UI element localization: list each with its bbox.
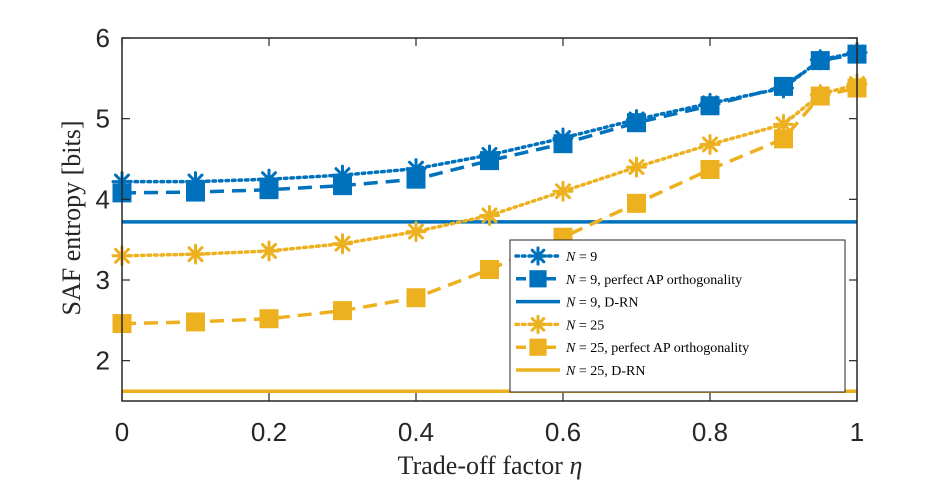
- legend-marker: [529, 338, 547, 356]
- legend-entry: N = 9, D-RN: [516, 296, 638, 311]
- data-point: [259, 309, 279, 329]
- series-line: [121, 52, 858, 195]
- y-tick-label: 5: [96, 104, 110, 134]
- x-axis-label-symbol: η: [569, 451, 582, 480]
- legend-box: [509, 239, 846, 393]
- legend-entry: N = 25, D-RN: [516, 364, 645, 379]
- legend-marker: [528, 314, 548, 334]
- data-point: [480, 151, 499, 171]
- data-point: [332, 233, 353, 255]
- data-point: [699, 133, 721, 155]
- x-tick-label: 0.8: [692, 417, 728, 447]
- data-point: [626, 156, 647, 178]
- x-axis-label-main: Trade-off factor: [398, 451, 570, 480]
- legend-label: N = 9, perfect AP orthogonality: [565, 273, 742, 288]
- data-point: [259, 180, 279, 200]
- data-point: [480, 260, 499, 280]
- x-axis-label: Trade-off factor η: [398, 451, 583, 480]
- legend-label-text: = 25, perfect AP orthogonality: [575, 341, 749, 356]
- legend-entry: N = 25: [514, 314, 604, 334]
- legend-label-text: = 9, perfect AP orthogonality: [575, 273, 742, 288]
- data-point-stroke: [775, 116, 792, 133]
- data-point: [627, 113, 646, 133]
- data-point-stroke: [628, 159, 645, 176]
- series-1: [112, 44, 867, 203]
- data-point: [774, 129, 793, 149]
- legend-label-symbol: N: [565, 364, 576, 379]
- legend-label-text: = 9: [575, 250, 597, 265]
- data-point: [333, 176, 352, 196]
- data-point: [553, 134, 573, 154]
- y-axis-label: SAF entropy [bits]: [57, 121, 86, 316]
- data-point: [405, 221, 427, 243]
- data-point: [479, 204, 500, 226]
- legend-marker-stroke: [530, 317, 546, 332]
- data-point: [406, 288, 426, 308]
- data-point: [774, 76, 793, 96]
- legend-label-text: = 25: [575, 318, 604, 333]
- y-tick-label: 4: [96, 184, 110, 214]
- data-point-stroke: [702, 136, 718, 153]
- x-tick-label: 0.6: [545, 417, 581, 447]
- data-point: [186, 182, 205, 202]
- data-point-stroke: [334, 235, 351, 252]
- legend-label: N = 25: [565, 318, 604, 333]
- legend-label: N = 9, D-RN: [565, 296, 638, 311]
- legend-label: N = 25, D-RN: [565, 364, 645, 379]
- x-tick-label: 1: [850, 417, 864, 447]
- data-point-stroke: [261, 242, 277, 259]
- legend-label: N = 25, perfect AP orthogonality: [565, 341, 749, 356]
- data-point: [185, 243, 206, 265]
- legend-label-symbol: N: [565, 296, 576, 311]
- legend-label-symbol: N: [565, 250, 576, 265]
- data-point: [810, 86, 830, 106]
- legend-marker-stroke: [530, 248, 546, 264]
- data-point-stroke: [481, 207, 498, 224]
- legend-label-text: = 25, D-RN: [575, 364, 645, 379]
- y-tick-label: 6: [96, 23, 110, 53]
- legend-entry: N = 9, perfect AP orthogonality: [516, 270, 742, 288]
- x-tick-label: 0: [115, 417, 129, 447]
- axes-box: [121, 37, 858, 402]
- data-point-stroke: [187, 246, 204, 263]
- legend-label-text: = 9, D-RN: [575, 296, 638, 311]
- legend-marker: [529, 270, 547, 288]
- series-group: [111, 42, 868, 394]
- legend-label: N = 9: [565, 250, 597, 265]
- y-tick-label: 3: [96, 265, 110, 295]
- y-tick-label: 2: [96, 346, 110, 376]
- legend-marker: [528, 246, 548, 266]
- legend-label-symbol: N: [565, 273, 576, 288]
- legend-entry: N = 25, perfect AP orthogonality: [516, 338, 749, 356]
- data-point: [700, 159, 720, 179]
- data-point: [810, 51, 830, 71]
- data-point: [627, 193, 646, 213]
- data-point-stroke: [408, 223, 424, 240]
- data-point: [552, 180, 574, 202]
- data-point: [700, 96, 720, 116]
- x-tick-label: 0.4: [398, 417, 434, 447]
- data-point: [333, 301, 352, 321]
- axes: 0 0.2 0.4 0.6 0.8 1 2 3 4 5 6: [96, 23, 865, 447]
- x-tick-label: 0.2: [251, 417, 287, 447]
- series-4: [112, 78, 867, 334]
- legend-entry: N = 9: [514, 246, 597, 266]
- data-point: [406, 169, 426, 189]
- legend-label-symbol: N: [565, 341, 576, 356]
- data-point-stroke: [555, 183, 571, 200]
- data-point: [186, 312, 205, 332]
- legend-label-symbol: N: [565, 318, 576, 333]
- data-point: [258, 240, 280, 262]
